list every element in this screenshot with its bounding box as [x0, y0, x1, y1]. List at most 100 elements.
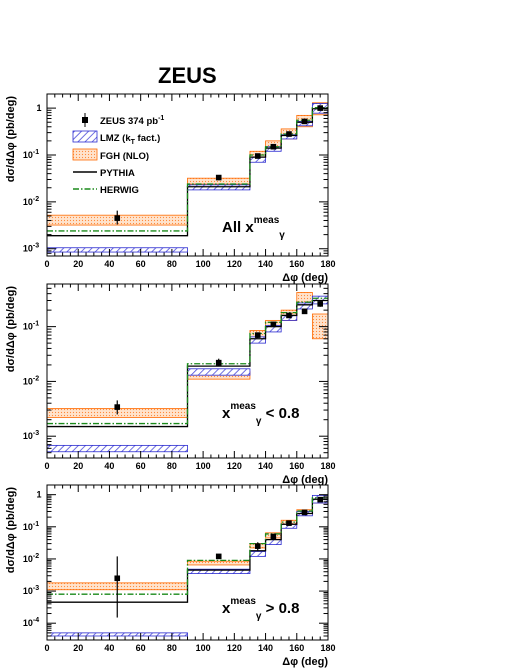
x-tick-label: 80 — [167, 461, 177, 471]
legend-item-herwig: HERWIG — [73, 185, 139, 196]
data-point — [286, 520, 292, 526]
panels: 0 20 40 60 80 100 120 140 160 18010-310-210-11Δφ … — [5, 93, 336, 668]
x-tick-label: 160 — [289, 259, 304, 269]
data-point — [215, 553, 222, 560]
data-point — [114, 575, 121, 582]
y-tick-label: 10-2 — [23, 553, 39, 564]
x-tick-label: 0 — [44, 461, 49, 471]
x-tick-label: 120 — [227, 643, 242, 653]
x-tick-label: 100 — [196, 259, 211, 269]
panel-high: 0 20 40 60 80 100 120 140 160 180 10-4 10-3 10-2 10-1… — [5, 484, 336, 668]
x-tick-label: 120 — [227, 259, 242, 269]
data-point — [254, 332, 261, 338]
x-axis-label: Δφ (deg) — [282, 474, 328, 486]
x-tick-label: 40 — [104, 461, 114, 471]
legend-item-pythia: PYTHIA — [73, 168, 135, 179]
x-axis-label: Δφ (deg) — [282, 656, 328, 668]
x-tick-label: 180 — [320, 643, 335, 653]
fgh-band — [187, 560, 251, 566]
y-tick-label: 10-1 — [23, 321, 39, 332]
panel-low: 0 20 40 60 80 100 120 140 160 180 10-3 10-2 10-1 Δφ (… — [5, 283, 336, 486]
y-tick-label: 10-1 — [23, 521, 39, 532]
figure-title: ZEUS — [158, 63, 217, 88]
lmz-band — [249, 551, 266, 557]
y-tick-label: 10-3 — [23, 430, 39, 441]
x-tick-label: 100 — [196, 643, 211, 653]
data-point — [114, 215, 121, 221]
x-tick-label: 0 — [44, 643, 49, 653]
x-tick-label: 40 — [104, 643, 114, 653]
panel-all: 0 20 40 60 80 100 120 140 160 180 10-3 10-2 10-1 1 Δφ … — [5, 93, 336, 284]
panel-annotation: xmeasγ < 0.8 — [222, 401, 299, 427]
x-tick-label: 20 — [73, 461, 83, 471]
x-tick-label: 60 — [136, 461, 146, 471]
y-tick-label: 10-2 — [23, 196, 39, 207]
data-point — [317, 301, 323, 307]
pythia-line — [47, 498, 328, 603]
x-tick-label: 80 — [167, 643, 177, 653]
herwig-line — [47, 497, 328, 595]
data-point — [301, 118, 308, 125]
legend-label-lmz: LMZ (kT fact.) — [100, 133, 160, 146]
x-tick-label: 120 — [227, 461, 242, 471]
x-tick-label: 40 — [104, 259, 114, 269]
legend-label-fgh: FGH (NLO) — [100, 151, 149, 162]
x-tick-label: 180 — [320, 461, 335, 471]
lmz-band — [265, 539, 282, 545]
legend: ZEUS 374 pb-1 LMZ (kT fact.) FGH (NLO) PYTH… — [72, 113, 164, 196]
legend-lmz-box — [72, 130, 98, 143]
data-point — [270, 533, 277, 540]
y-axis-label: dσ/dΔφ (pb/deg) — [5, 96, 17, 183]
legend-item-lmz: LMZ (kT fact.) — [72, 130, 160, 146]
x-axis-label: Δφ (deg) — [282, 272, 328, 284]
legend-item-data: ZEUS 374 pb-1 — [82, 113, 164, 127]
y-tick-label: 10-1 — [23, 149, 39, 160]
data-point — [254, 153, 261, 159]
y-axis-label: dσ/dΔφ (pb/deg) — [5, 487, 17, 574]
data-point — [215, 174, 222, 181]
x-tick-label: 140 — [258, 643, 273, 653]
data-point — [114, 404, 121, 410]
legend-label-data: ZEUS 374 pb-1 — [100, 115, 164, 127]
x-tick-label: 180 — [320, 259, 335, 269]
legend-fgh-box — [72, 148, 98, 161]
x-tick-label: 20 — [73, 259, 83, 269]
lmz-band — [46, 444, 188, 453]
data-point — [301, 509, 308, 516]
y-axis-label: dσ/dΔφ (pb/deg) — [5, 286, 17, 373]
y-tick-label: 10-3 — [23, 585, 39, 596]
data-point — [270, 321, 277, 328]
y-tick-label: 1 — [36, 490, 41, 500]
x-tick-label: 140 — [258, 461, 273, 471]
lmz-band — [187, 368, 251, 376]
data-point — [215, 359, 222, 366]
panel-annotation: xmeasγ > 0.8 — [222, 596, 299, 622]
lmz-band — [46, 632, 188, 637]
y-tick-label: 10-2 — [23, 375, 39, 386]
y-tick-label: 10-3 — [23, 243, 39, 254]
lmz-band — [46, 247, 188, 253]
data-point — [317, 496, 323, 503]
x-tick-label: 100 — [196, 461, 211, 471]
x-tick-label: 140 — [258, 259, 273, 269]
panel-annotation: All xmeasγ — [222, 215, 285, 241]
data-point — [254, 543, 261, 549]
x-tick-label: 60 — [136, 259, 146, 269]
x-tick-label: 60 — [136, 643, 146, 653]
legend-label-pythia: PYTHIA — [100, 168, 135, 179]
data-point — [270, 143, 277, 150]
data-point — [301, 308, 308, 315]
x-tick-label: 80 — [167, 259, 177, 269]
x-tick-label: 20 — [73, 643, 83, 653]
legend-label-herwig: HERWIG — [100, 185, 139, 196]
y-tick-label: 10-4 — [23, 617, 39, 628]
x-tick-label: 0 — [44, 259, 49, 269]
data-point — [286, 312, 292, 319]
lmz-band — [296, 302, 313, 310]
y-tick-label: 1 — [36, 103, 41, 113]
legend-item-fgh: FGH (NLO) — [72, 148, 149, 162]
x-tick-label: 160 — [289, 461, 304, 471]
herwig-line — [47, 107, 328, 232]
x-tick-label: 160 — [289, 643, 304, 653]
